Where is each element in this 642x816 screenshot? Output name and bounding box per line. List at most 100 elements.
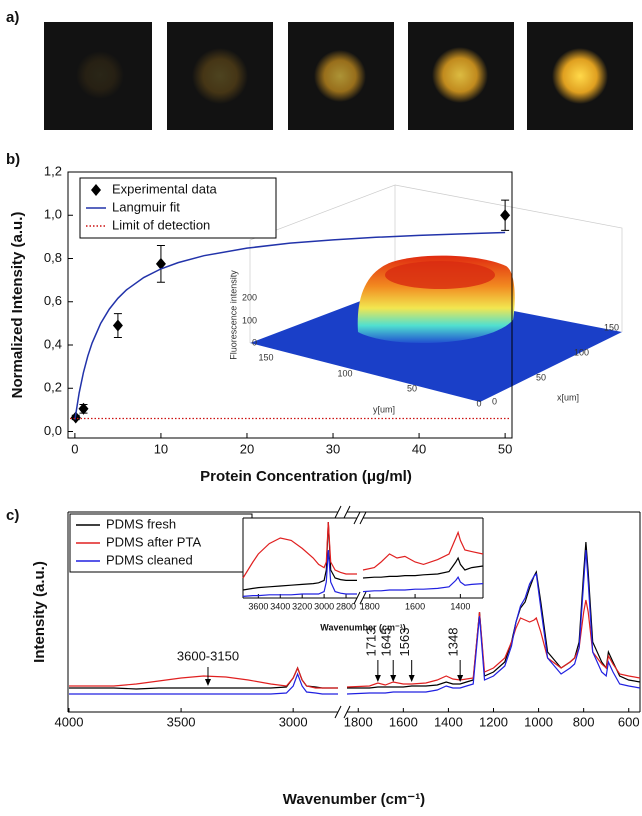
plot-frame — [67, 171, 513, 439]
annotation: 1563 — [397, 628, 412, 657]
axis-break — [353, 591, 361, 605]
x-axis-label: Protein Concentration (μg/ml) — [200, 468, 412, 485]
axis-break — [359, 591, 367, 605]
photos — [44, 22, 633, 130]
x-tick-label: 3200 — [292, 601, 312, 611]
spectrum-line — [362, 556, 484, 579]
arrow-head — [390, 675, 397, 682]
spectrum-line — [69, 666, 338, 689]
arrow-head — [204, 679, 211, 686]
x-tick-label: 3400 — [270, 601, 290, 611]
x-tick-label: 3500 — [167, 714, 196, 729]
panel-label: a) — [6, 9, 19, 26]
y-tick-label: 0,2 — [44, 380, 62, 395]
x-tick-label: 4000 — [55, 714, 84, 729]
arrow-head — [457, 675, 464, 682]
x-tick-label: 600 — [618, 714, 640, 729]
spectrum-line — [362, 530, 484, 571]
legend-label: Langmuir fit — [112, 199, 180, 214]
box-edge — [394, 184, 623, 332]
x-tick-label: 0 — [71, 441, 78, 456]
legend-box — [69, 513, 253, 573]
legend-label: PDMS fresh — [106, 516, 176, 531]
inset-x-label: x[um] — [557, 392, 579, 402]
x-tick-label: 30 — [326, 441, 340, 456]
x-tick-label: 10 — [154, 441, 168, 456]
inset-tick: 100 — [574, 347, 589, 357]
inset-tick: 0 — [252, 337, 257, 347]
x-tick-label: 20 — [240, 441, 254, 456]
y-tick-label: 1,0 — [44, 207, 62, 222]
spot — [76, 51, 124, 99]
inset-tick: 150 — [258, 352, 273, 362]
legend-label: Limit of detection — [112, 217, 210, 232]
x-tick-label: 1600 — [405, 601, 425, 611]
surface-plot — [249, 184, 623, 402]
data-point — [112, 319, 123, 332]
axis-break — [343, 705, 351, 719]
spectrum-line — [242, 521, 357, 579]
inset-tick: 100 — [337, 368, 352, 378]
spectrum-line — [346, 549, 641, 695]
x-tick-label: 3000 — [314, 601, 334, 611]
y-tick-label: 1,2 — [44, 163, 62, 178]
spectrum-line — [242, 521, 357, 591]
x-tick-label: 1200 — [479, 714, 508, 729]
legend-label: Experimental data — [112, 181, 218, 196]
inset-tick: 0 — [476, 398, 481, 408]
x-tick-label: 1800 — [344, 714, 373, 729]
x-tick-label: 50 — [498, 441, 512, 456]
axis-break — [359, 511, 367, 525]
inset-y-label: y[um] — [373, 404, 395, 414]
x-tick-label: 40 — [412, 441, 426, 456]
inset-tick: 50 — [407, 383, 417, 393]
inset-tick: 0 — [492, 396, 497, 406]
inset-tick: 50 — [536, 372, 546, 382]
y-tick-label: 0,8 — [44, 250, 62, 265]
y-tick-label: 0,6 — [44, 293, 62, 308]
data-point — [500, 209, 511, 222]
x-axis-label: Wavenumber (cm⁻¹) — [320, 622, 405, 632]
spectrum-line — [242, 549, 357, 597]
y-tick-label: 0,0 — [44, 423, 62, 438]
arrow-head — [374, 675, 381, 682]
x-tick-label: 3600 — [248, 601, 268, 611]
x-tick-label: 1000 — [524, 714, 553, 729]
inset-background — [243, 518, 483, 598]
surface-base — [250, 288, 622, 402]
spot — [432, 47, 488, 103]
panel-label: c) — [6, 507, 19, 524]
axis-break — [334, 705, 342, 719]
spot — [552, 48, 608, 104]
legend-box — [79, 177, 277, 239]
inset-tick: 200 — [242, 292, 257, 302]
annotation: 1348 — [446, 628, 461, 657]
legend-label: PDMS after PTA — [106, 534, 201, 549]
x-tick-label: 3000 — [279, 714, 308, 729]
x-tick-label: 800 — [573, 714, 595, 729]
x-tick-label: 1800 — [360, 601, 380, 611]
fit-line — [74, 231, 506, 420]
legend-symbol — [91, 184, 101, 196]
x-tick-label: 1400 — [434, 714, 463, 729]
spectrum-line — [69, 666, 338, 690]
annotation: 3600-3150 — [177, 648, 239, 663]
axis-break — [353, 511, 361, 525]
spectrum-line — [347, 541, 641, 689]
inset-z-label: Fluorescence intensity — [228, 270, 238, 360]
panel-label: b) — [6, 151, 20, 168]
x-tick-label: 1600 — [389, 714, 418, 729]
data-point — [155, 257, 166, 270]
y-tick-label: 0,4 — [44, 336, 62, 351]
spectrum-line — [362, 576, 484, 593]
x-tick-label: 2800 — [336, 601, 356, 611]
inset-tick: 100 — [242, 315, 257, 325]
legend-label: PDMS cleaned — [106, 552, 193, 567]
x-axis-label: Wavenumber (cm⁻¹) — [283, 791, 425, 808]
annotation: 1645 — [379, 628, 394, 657]
inset-tick: 150 — [604, 322, 619, 332]
spot — [314, 50, 366, 102]
arrow-head — [408, 675, 415, 682]
